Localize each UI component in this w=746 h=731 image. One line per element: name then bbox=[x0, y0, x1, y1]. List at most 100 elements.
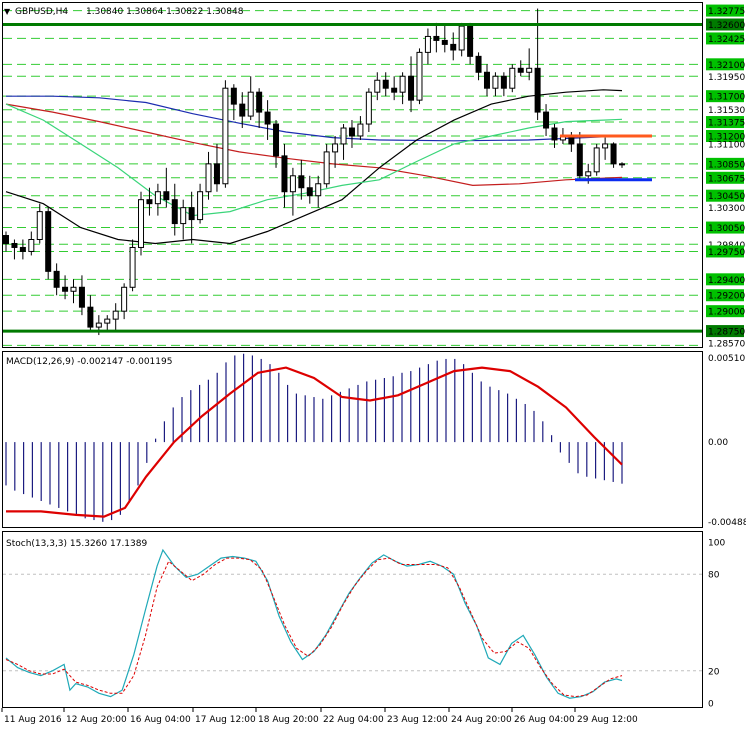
candle-bull bbox=[205, 163, 212, 193]
price-label-box bbox=[706, 129, 744, 142]
price-label-box bbox=[706, 305, 744, 318]
price-tick-label: 1.31200 bbox=[708, 132, 745, 142]
price-tick-label: 1.31950 bbox=[708, 73, 745, 83]
stoch-axis: 100 80 20 0 bbox=[708, 539, 725, 710]
stoch-tick-label: 80 bbox=[708, 571, 720, 581]
price-label-box bbox=[706, 18, 744, 31]
price-tick-label: 1.29400 bbox=[708, 276, 745, 286]
price-tick-label: 1.29200 bbox=[708, 292, 745, 302]
candle-bull bbox=[332, 143, 339, 153]
candle-bear bbox=[230, 87, 237, 105]
time-tick-label: 12 Aug 20:00 bbox=[66, 715, 127, 725]
price-tick-label: 1.28570 bbox=[708, 340, 745, 350]
candle-bull bbox=[180, 207, 187, 225]
candle-bull bbox=[28, 239, 35, 252]
price-label-box bbox=[706, 245, 744, 258]
stoch-tick-label: 20 bbox=[708, 667, 720, 677]
price-axis: 1.32775 1.32600 1.32425 1.32100 1.31950 1.317… bbox=[706, 4, 745, 350]
candle-bull bbox=[36, 211, 43, 240]
candle-bull bbox=[340, 127, 347, 145]
candle-bull bbox=[458, 25, 465, 51]
candle-bull bbox=[424, 35, 431, 53]
candle-bear bbox=[450, 43, 457, 51]
price-tick-label: 1.28750 bbox=[708, 328, 745, 338]
price-label-box bbox=[706, 58, 744, 71]
candle-bear bbox=[306, 187, 313, 197]
candle-bull bbox=[104, 318, 111, 324]
candle-bear bbox=[467, 25, 474, 57]
candle-bear bbox=[483, 71, 490, 89]
time-axis: 11 Aug 2016 12 Aug 20:00 16 Aug 04:00 17 Au… bbox=[1, 708, 638, 725]
candle-bear bbox=[62, 286, 69, 292]
stoch-tick-label: 100 bbox=[708, 539, 725, 549]
macd-tick-label: 0.00 bbox=[708, 438, 728, 448]
price-tick-label: 1.32100 bbox=[708, 61, 745, 71]
candle-bull bbox=[619, 163, 625, 166]
time-tick-label: 29 Aug 12:00 bbox=[577, 715, 638, 725]
price-label-box bbox=[706, 90, 744, 103]
price-tick-label: 1.31530 bbox=[708, 106, 745, 116]
candle-bear bbox=[517, 67, 524, 73]
candle-bear bbox=[239, 103, 246, 117]
stoch-signal-line bbox=[5, 557, 623, 698]
macd-label: MACD(12,26,9) -0.002147 -0.001195 bbox=[6, 357, 172, 367]
time-tick-label: 18 Aug 20:00 bbox=[258, 715, 319, 725]
candles bbox=[3, 8, 625, 336]
candle-bull bbox=[492, 75, 499, 89]
candle-bear bbox=[11, 242, 18, 248]
candle-bear bbox=[188, 207, 195, 221]
candle-bear bbox=[551, 127, 558, 141]
symbol-timeframe: GBPUSD,H4 bbox=[15, 7, 68, 17]
candle-bull bbox=[112, 310, 119, 320]
price-label-box bbox=[706, 32, 744, 45]
candle-bull bbox=[602, 143, 609, 149]
candle-bull bbox=[365, 91, 372, 125]
price-label-box bbox=[706, 171, 744, 184]
price-tick-label: 1.32425 bbox=[708, 35, 745, 45]
time-tick-label: 24 Aug 20:00 bbox=[451, 715, 512, 725]
time-tick-label: 22 Aug 04:00 bbox=[323, 715, 384, 725]
candle-bull bbox=[323, 151, 330, 185]
level-lines bbox=[3, 23, 702, 333]
candle-bear bbox=[146, 199, 153, 205]
price-tick-label: 1.31375 bbox=[708, 119, 745, 129]
macd-panel bbox=[2, 351, 703, 528]
time-tick-label: 16 Aug 04:00 bbox=[130, 715, 191, 725]
candle-bull bbox=[129, 246, 136, 288]
candle-bear bbox=[610, 143, 617, 165]
stoch-tick-label: 0 bbox=[708, 700, 714, 710]
time-tick-label: 11 Aug 2016 bbox=[4, 715, 62, 725]
candle-bear bbox=[264, 111, 271, 125]
price-label-box bbox=[706, 289, 744, 302]
candle-bear bbox=[171, 199, 178, 225]
candle-bull bbox=[121, 286, 128, 312]
price-label-box bbox=[706, 116, 744, 129]
candle-bull bbox=[374, 79, 381, 93]
price-label-box bbox=[706, 221, 744, 234]
stoch-panel bbox=[2, 531, 703, 708]
stoch-main-line bbox=[5, 548, 623, 699]
price-tick-label: 1.31700 bbox=[708, 93, 745, 103]
macd-tick-label: 0.005101 bbox=[708, 354, 746, 364]
candle-bull bbox=[70, 286, 77, 292]
candle-bear bbox=[475, 55, 482, 73]
price-label-box bbox=[706, 157, 744, 170]
ma-blue-line bbox=[6, 95, 623, 142]
candle-bear bbox=[78, 286, 85, 308]
candle-bear bbox=[256, 91, 263, 113]
candle-bull bbox=[197, 191, 204, 221]
price-tick-label: 1.29000 bbox=[708, 308, 745, 318]
price-label-box bbox=[706, 273, 744, 286]
candle-bear bbox=[500, 75, 507, 89]
price-label-box bbox=[706, 325, 744, 338]
price-label-box bbox=[706, 189, 744, 202]
price-label-box bbox=[706, 4, 744, 17]
ohlc-readout: 1.30840 1.30864 1.30822 1.30848 bbox=[86, 7, 244, 17]
candle-bull bbox=[593, 147, 600, 173]
candle-bear bbox=[576, 143, 583, 177]
candle-bear bbox=[408, 75, 415, 101]
price-tick-label: 1.30850 bbox=[708, 160, 745, 170]
candle-bull bbox=[526, 67, 533, 73]
stoch-label: Stoch(13,3,3) 15.3260 17.1389 bbox=[6, 539, 147, 549]
candle-bull bbox=[399, 75, 406, 93]
